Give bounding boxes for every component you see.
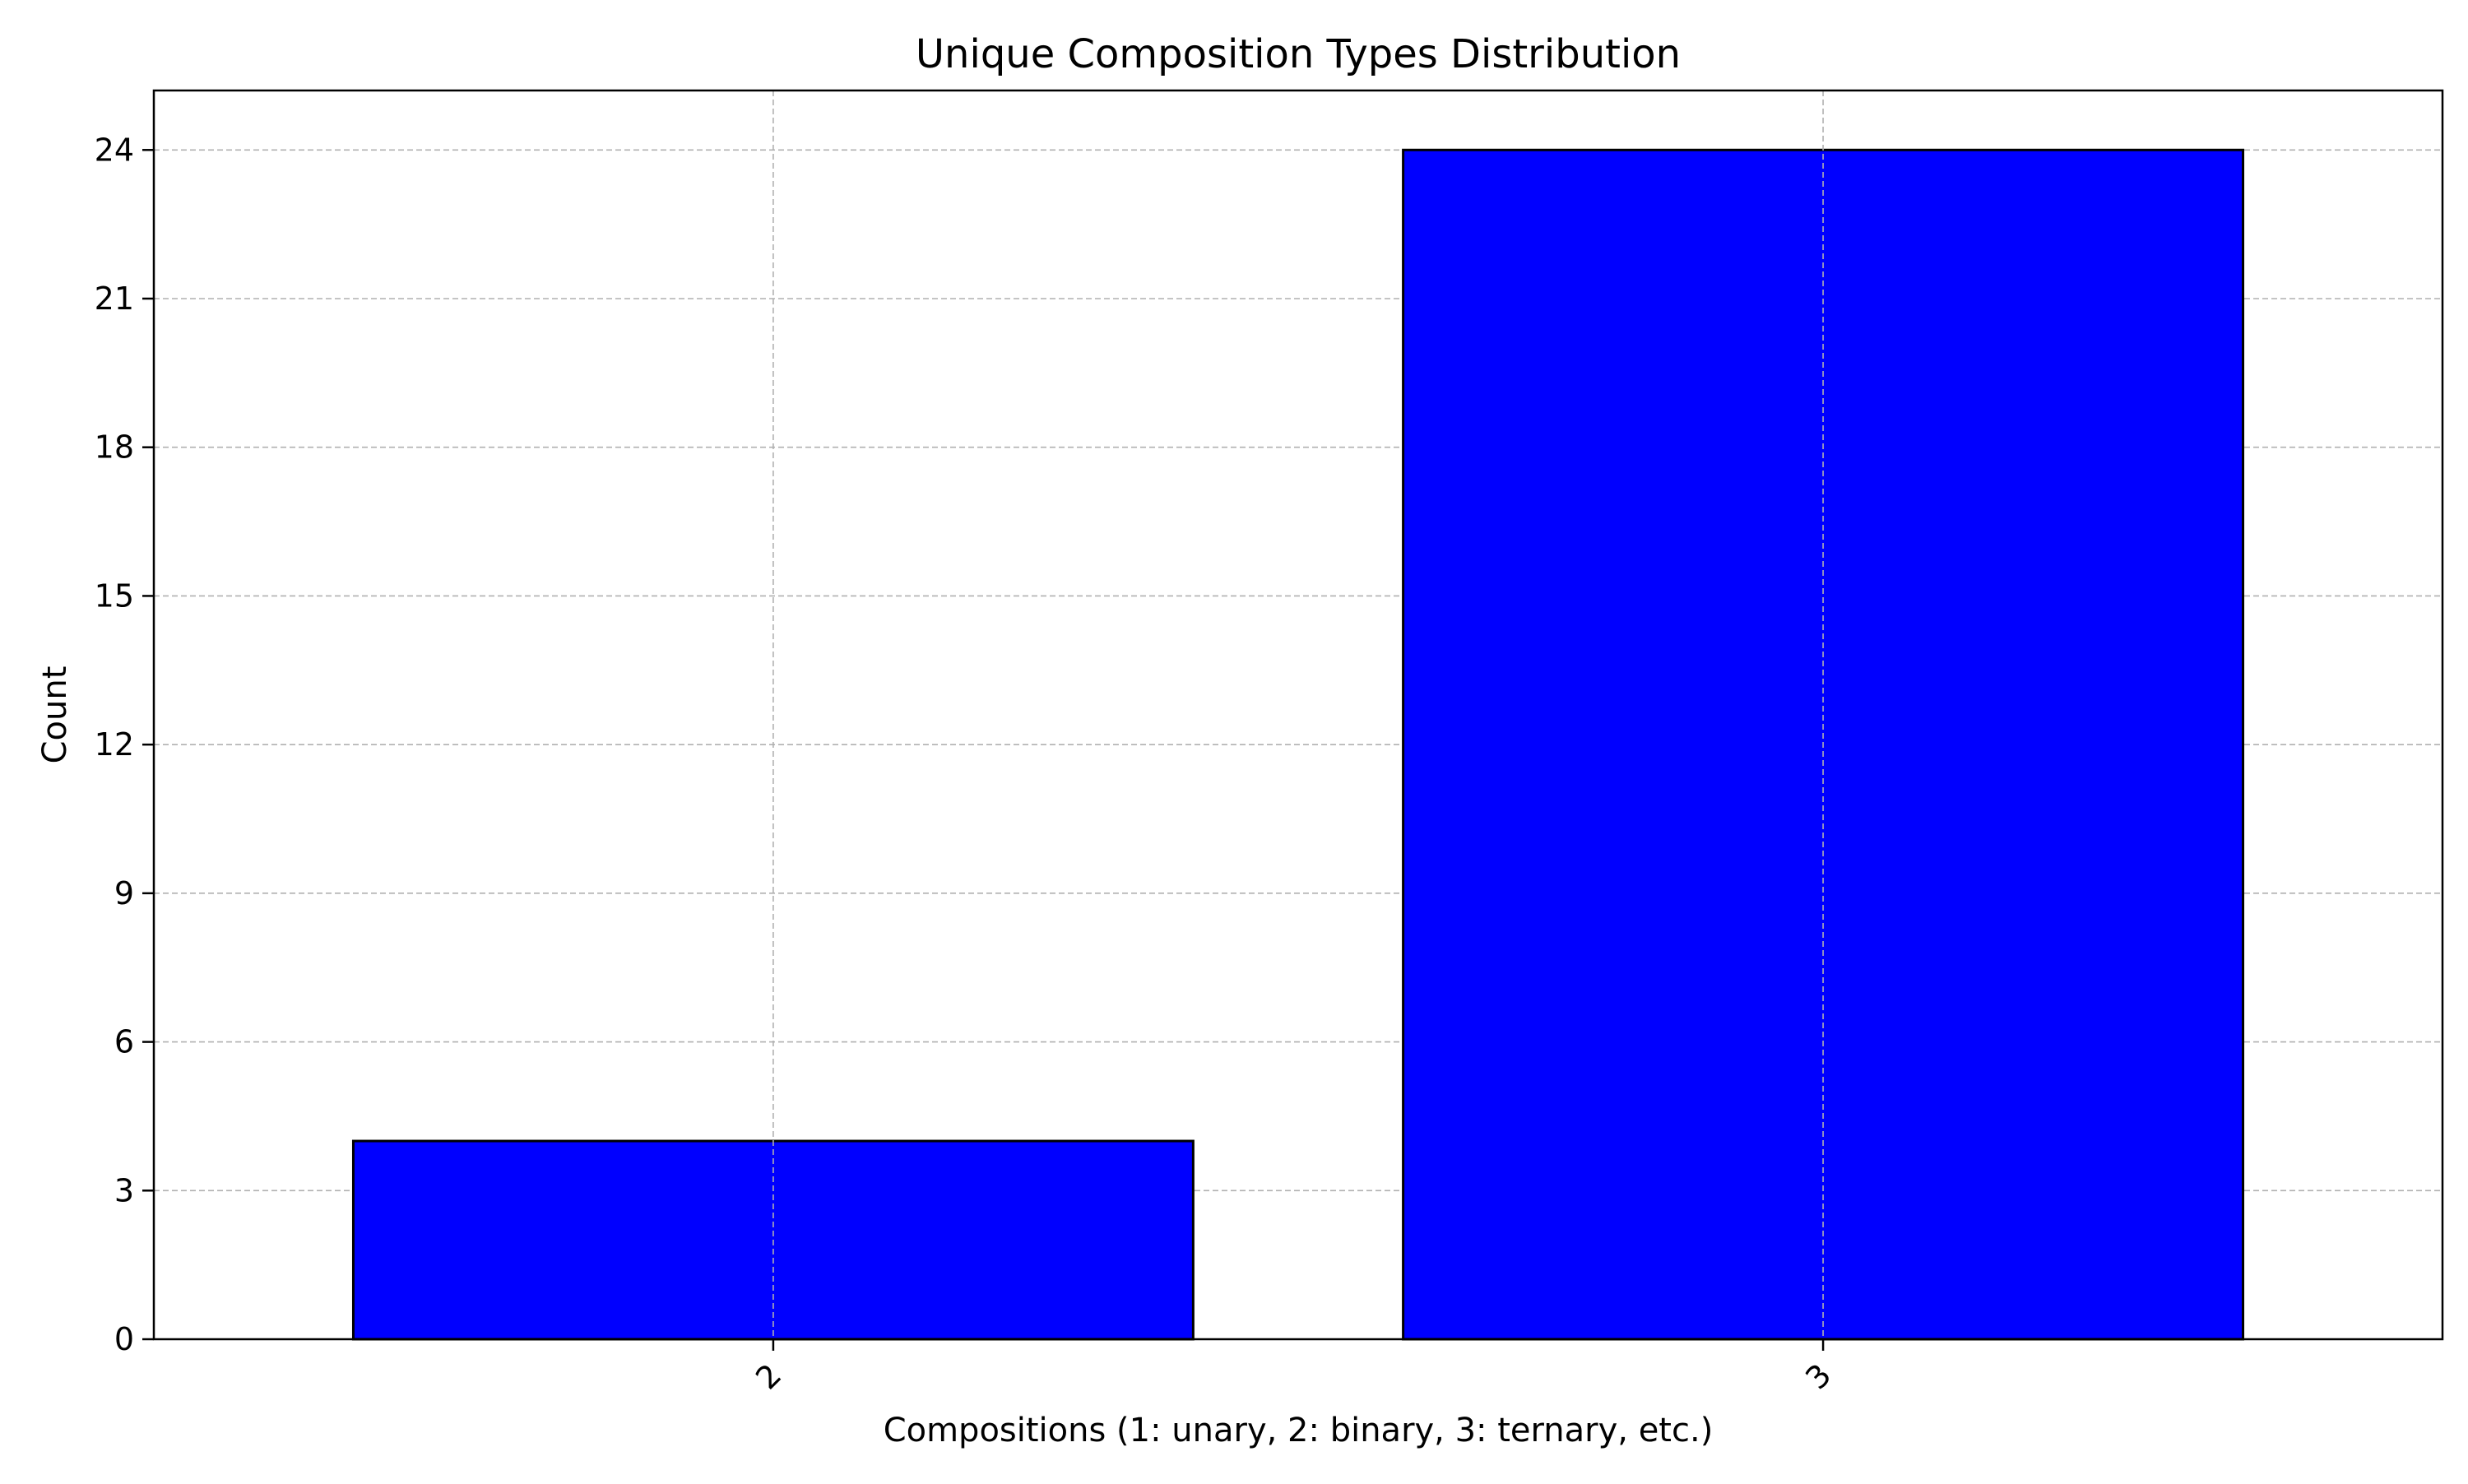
vertical-grid-layer <box>772 90 1824 1339</box>
y-tick-label: 3 <box>114 1172 134 1208</box>
y-axis: 0 3 6 9 12 15 18 21 24 <box>95 132 154 1357</box>
y-tick-label: 18 <box>95 429 134 466</box>
y-tick-label: 12 <box>95 726 134 763</box>
y-tick-label: 6 <box>114 1024 134 1060</box>
y-axis-label: Count <box>36 666 74 764</box>
y-tick-label: 24 <box>95 132 134 168</box>
chart-title: Unique Composition Types Distribution <box>916 31 1681 77</box>
y-tick-label: 0 <box>114 1321 134 1357</box>
x-axis-label: Compositions (1: unary, 2: binary, 3: te… <box>884 1412 1714 1449</box>
x-tick-label: 3 <box>1798 1356 1838 1396</box>
y-tick-label: 9 <box>114 875 134 911</box>
y-tick-label: 15 <box>95 577 134 614</box>
y-tick-label: 21 <box>95 281 134 317</box>
plot-frame <box>152 89 2444 1341</box>
x-tick-label: 2 <box>749 1356 788 1396</box>
